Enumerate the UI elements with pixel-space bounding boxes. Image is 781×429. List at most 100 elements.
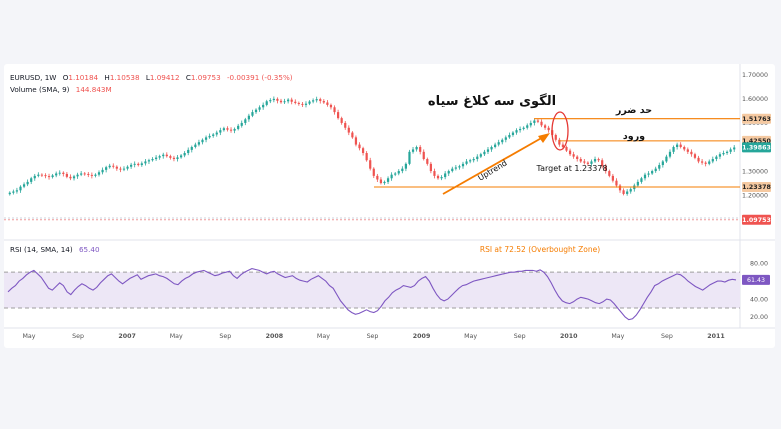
pattern-title: الگوی سه کلاغ سیاه bbox=[428, 93, 556, 109]
svg-text:1.39863: 1.39863 bbox=[742, 145, 771, 152]
candle bbox=[704, 161, 707, 167]
candle bbox=[158, 154, 161, 160]
candle bbox=[276, 97, 279, 104]
candle bbox=[97, 170, 101, 177]
time-axis[interactable]: May Sep 2007 May Sep 2008 May Sep 2009 May Sep 2010… bbox=[22, 333, 724, 340]
candle bbox=[37, 172, 40, 178]
candle bbox=[94, 173, 97, 178]
candle bbox=[233, 127, 236, 134]
candle bbox=[611, 173, 614, 183]
candle bbox=[665, 154, 668, 163]
candle bbox=[454, 165, 457, 171]
candle bbox=[583, 159, 586, 165]
candle bbox=[301, 102, 304, 108]
candle bbox=[358, 142, 361, 151]
rsi-value: 65.40 bbox=[79, 245, 100, 254]
candle bbox=[676, 142, 679, 150]
candle bbox=[226, 126, 229, 132]
close-value: 1.09753 bbox=[191, 73, 221, 82]
candle bbox=[715, 155, 718, 162]
candle bbox=[651, 169, 654, 175]
candle bbox=[344, 121, 347, 130]
candle bbox=[501, 138, 504, 145]
candle bbox=[419, 145, 422, 155]
svg-text:1.09753: 1.09753 bbox=[742, 217, 771, 224]
candle bbox=[572, 151, 575, 159]
candle bbox=[608, 169, 611, 178]
candle bbox=[297, 101, 300, 106]
candle bbox=[554, 133, 557, 142]
candle bbox=[197, 139, 201, 147]
entry-label: ورود bbox=[623, 131, 645, 142]
time-tick-label: May bbox=[22, 333, 35, 340]
candle bbox=[165, 152, 168, 158]
candle bbox=[440, 175, 443, 181]
candle bbox=[115, 165, 118, 171]
price-badge-level: 1.51763 bbox=[742, 113, 771, 124]
time-tick-label: 2011 bbox=[707, 333, 725, 340]
candle bbox=[101, 167, 104, 175]
price-chart[interactable]: EURUSD, 1W O1.10184 H1.10538 L1.09412 C1… bbox=[4, 64, 775, 348]
candle bbox=[105, 165, 108, 173]
candle bbox=[365, 151, 368, 162]
candle bbox=[604, 163, 607, 174]
svg-text:EURUSD, 1W O1.10184: EURUSD, 1W O1.10184 H1.10538 L1.09412 C1… bbox=[10, 73, 293, 82]
candle bbox=[215, 130, 218, 137]
open-value: 1.10184 bbox=[68, 73, 98, 82]
candle bbox=[518, 126, 522, 133]
candle bbox=[208, 133, 211, 139]
candle bbox=[686, 147, 689, 154]
candle bbox=[112, 163, 115, 169]
time-tick-label: 2010 bbox=[560, 333, 578, 340]
candle bbox=[372, 167, 375, 179]
candle bbox=[643, 172, 647, 181]
candle bbox=[568, 148, 572, 157]
candle bbox=[140, 161, 143, 167]
candle bbox=[472, 157, 475, 163]
candle bbox=[593, 156, 597, 163]
candle bbox=[547, 125, 550, 133]
candle bbox=[390, 172, 393, 181]
candle bbox=[269, 98, 272, 104]
candle bbox=[458, 164, 461, 170]
rsi-tick-label: 40.00 bbox=[750, 296, 768, 303]
candle bbox=[379, 177, 383, 185]
candle bbox=[229, 127, 233, 133]
candle bbox=[690, 149, 693, 157]
candle bbox=[718, 152, 722, 160]
candle bbox=[486, 147, 490, 154]
svg-text:61.43: 61.43 bbox=[747, 277, 765, 284]
candle bbox=[251, 109, 254, 118]
candle bbox=[319, 97, 322, 104]
price-badge-current: 1.39863 bbox=[742, 142, 771, 153]
candle bbox=[80, 171, 83, 177]
time-tick-label: 2008 bbox=[266, 333, 284, 340]
svg-text:1.23378: 1.23378 bbox=[742, 184, 771, 191]
time-tick-label: May bbox=[317, 333, 330, 340]
candle bbox=[247, 113, 250, 122]
candle bbox=[12, 189, 15, 195]
rsi-line bbox=[7, 268, 737, 321]
candle bbox=[479, 152, 482, 159]
svg-text:1.42550: 1.42550 bbox=[742, 138, 771, 145]
candle bbox=[526, 123, 529, 130]
candle bbox=[579, 157, 582, 163]
time-tick-label: May bbox=[464, 333, 477, 340]
price-badge-level: 1.23378 bbox=[742, 181, 771, 192]
candle bbox=[283, 98, 286, 105]
candle bbox=[133, 161, 136, 168]
candle bbox=[476, 154, 479, 162]
low-value: 1.09412 bbox=[150, 73, 180, 82]
candle bbox=[147, 158, 151, 164]
candle bbox=[529, 120, 532, 128]
candle bbox=[725, 150, 729, 155]
candle bbox=[22, 182, 26, 189]
candle bbox=[711, 156, 714, 164]
candle bbox=[187, 147, 190, 156]
candle bbox=[679, 142, 682, 149]
svg-text:1.51763: 1.51763 bbox=[742, 116, 771, 123]
candle bbox=[237, 123, 240, 131]
candle bbox=[58, 170, 61, 176]
candle bbox=[222, 126, 226, 132]
candle bbox=[287, 98, 290, 104]
